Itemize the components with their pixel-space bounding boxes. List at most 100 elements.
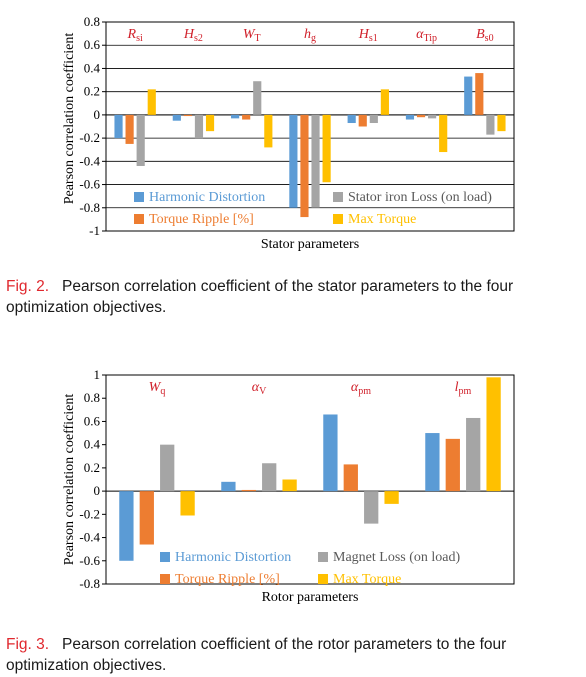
y-tick-label: 0.4 [84,437,101,452]
legend-label: Magnet Loss (on load) [333,550,460,565]
bar [262,463,277,492]
bar [160,444,175,492]
y-tick-label: 0.2 [84,84,100,99]
legend-swatch [134,214,144,224]
legend-label: Torque Ripple [%] [175,572,280,587]
category-label: hg [304,27,316,44]
bar [231,114,240,119]
bar [497,114,506,132]
category-label: Rsi [127,27,143,44]
x-axis-label: Stator parameters [261,237,359,252]
bar [147,89,156,115]
caption-text: Pearson correlation coefficient of the r… [6,636,507,674]
y-tick-label: -0.6 [79,177,100,192]
y-tick-label: -1 [89,223,100,238]
y-tick-label: 0 [94,107,101,122]
legend-swatch [160,552,170,562]
legend-label: Harmonic Distortion [149,190,265,205]
category-label: αpm [351,380,371,397]
legend-label: Stator iron Loss (on load) [348,190,492,205]
rotor-chart: -0.8 -0.6 -0.4 -0.2 0 0.2 0.4 0.6 0.8 1 Pearson co… [62,367,515,605]
x-axis-label: Rotor parameters [262,590,359,605]
category-label: αTip [416,27,437,44]
bar [364,491,379,524]
bar [114,114,123,139]
bar [264,114,273,148]
y-tick-label: -0.4 [79,530,100,545]
category-label: Hs2 [183,27,203,44]
bar [439,114,448,153]
bar [300,114,309,218]
bar [136,114,145,166]
bar [180,491,195,516]
legend-label: Max Torque [333,572,401,587]
bar [139,491,154,545]
bar [183,114,192,117]
bar [369,114,378,124]
bar [358,114,367,127]
category-label: lpm [455,380,472,397]
y-tick-label: -0.8 [79,200,100,215]
bar [241,489,256,492]
bar [405,114,415,120]
bar [445,438,460,492]
y-axis-label: Pearson correlation coefficient [62,33,77,205]
plot-frame [105,374,515,585]
legend-swatch [134,192,144,202]
y-tick-label: 0.8 [84,14,100,29]
y-tick-label: 0.4 [84,60,101,75]
bar [205,114,215,132]
legend-swatch [333,192,343,202]
bar [289,114,298,208]
category-label: WT [243,27,261,44]
y-axis-label: Pearson correlation coefficient [62,394,77,566]
caption-fig-label: Fig. 3. [6,636,50,653]
caption-fig-label: Fig. 2. [6,278,50,295]
bar [221,481,236,492]
y-tick-label: 1 [94,367,101,382]
bar [172,114,181,121]
category-label: Hs1 [358,27,378,44]
bar [194,114,204,139]
legend-swatch [333,214,343,224]
bar [425,433,440,492]
legend-label: Harmonic Distortion [175,550,291,565]
bar [380,89,389,115]
bar [347,114,356,124]
bar [466,417,481,492]
bar [464,76,473,115]
y-tick-label: -0.8 [79,576,100,591]
category-label: Bs0 [476,27,493,44]
bar [343,464,358,492]
y-tick-label: -0.6 [79,553,100,568]
bar [428,114,437,119]
bar [323,414,338,492]
stator-chart-caption: Fig. 2. Pearson correlation coefficient … [6,276,581,318]
y-tick-label: 0 [94,483,101,498]
bar [475,73,484,115]
plot-frame [105,21,515,232]
legend-swatch [318,574,328,584]
y-tick-label: -0.4 [79,153,100,168]
bar [282,479,297,492]
bar [125,114,134,144]
rotor-chart-caption: Fig. 3. Pearson correlation coefficient … [6,634,581,676]
bar [119,491,134,561]
bar [416,114,426,118]
legend-label: Max Torque [348,212,416,227]
legend-label: Torque Ripple [%] [149,212,254,227]
y-tick-label: 0.6 [84,413,101,428]
stator-chart: -1 -0.8 -0.6 -0.4 -0.2 0 0.2 0.4 0.6 0.8 Pearson c… [62,14,515,252]
bar [253,81,262,115]
y-tick-label: -0.2 [79,506,100,521]
y-tick-label: 0.8 [84,390,100,405]
caption-text: Pearson correlation coefficient of the s… [6,278,514,316]
bar [311,114,320,208]
y-tick-label: -0.2 [79,130,100,145]
legend-swatch [160,574,170,584]
bar [242,114,251,120]
category-label: Wq [149,380,166,397]
category-label: αV [252,380,267,397]
bar [322,114,331,183]
bar [384,491,399,504]
